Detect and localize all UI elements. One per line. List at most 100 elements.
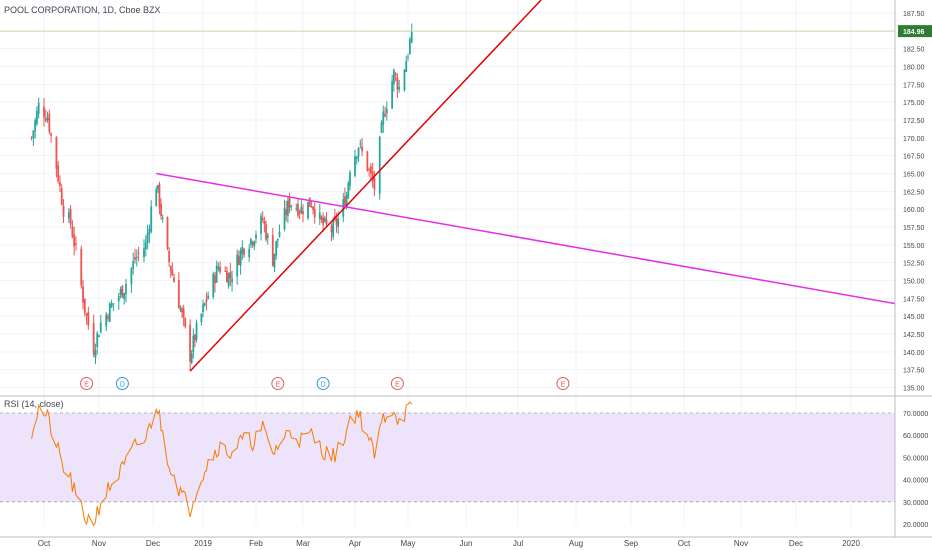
candle-body — [60, 188, 63, 205]
candle-body — [273, 253, 276, 268]
candle-body — [62, 205, 65, 217]
candle-body — [83, 298, 86, 314]
candle-body — [394, 73, 397, 76]
candle-body — [238, 256, 240, 265]
candle-body — [207, 295, 210, 299]
candle-body — [310, 206, 313, 208]
event-marker-label: E — [395, 382, 400, 389]
candle-body — [344, 196, 346, 208]
rsi-tick-label: 60.0000 — [903, 433, 928, 440]
rsi-tick-label: 40.0000 — [903, 478, 928, 485]
event-marker-label: D — [321, 382, 326, 389]
candle-body — [80, 248, 83, 286]
candle-body — [330, 226, 333, 233]
time-tick-label: 2020 — [842, 539, 860, 548]
candle-body — [37, 102, 40, 114]
dividend-marker[interactable] — [115, 377, 129, 390]
candle-body — [75, 243, 77, 245]
earnings-marker[interactable] — [390, 377, 404, 390]
candle-body — [261, 218, 264, 221]
price-tick-label: 142.50 — [903, 332, 925, 339]
candle-body — [161, 217, 164, 219]
candle-body — [92, 322, 95, 355]
candle-body — [241, 246, 244, 254]
candle-body — [134, 257, 136, 260]
candle-body — [148, 228, 151, 235]
time-tick-label: Aug — [569, 539, 583, 548]
candle-body — [403, 70, 406, 91]
candle-body — [94, 350, 97, 358]
candle-body — [121, 285, 124, 298]
candle-body — [34, 120, 37, 132]
dividend-marker[interactable] — [316, 377, 330, 390]
candle-body — [227, 273, 230, 286]
rsi-tick-label: 50.0000 — [903, 455, 928, 462]
candle-body — [410, 31, 413, 43]
candle-body — [50, 133, 52, 136]
candle-body — [325, 219, 328, 225]
price-tick-label: 155.00 — [903, 243, 925, 250]
candle-body — [371, 171, 374, 182]
price-tick-label: 187.50 — [903, 11, 925, 18]
event-marker-label: E — [275, 382, 280, 389]
candle-body — [307, 201, 309, 219]
candle-body — [366, 151, 369, 171]
candle-body — [398, 86, 401, 90]
candle-body — [137, 252, 140, 254]
earnings-marker[interactable] — [271, 377, 285, 390]
time-tick-label: Nov — [92, 539, 106, 548]
price-tick-label: 150.00 — [903, 279, 925, 286]
candle-body — [59, 182, 61, 187]
candle-body — [177, 280, 180, 309]
candle-body — [392, 69, 395, 85]
candle-body — [275, 240, 278, 256]
candle-body — [48, 113, 51, 133]
candle-body — [155, 189, 158, 207]
time-tick-label: Jul — [513, 539, 523, 548]
candle-body — [290, 205, 293, 207]
candle-body — [146, 232, 149, 243]
time-tick-label: Apr — [349, 539, 362, 548]
candle-body — [181, 308, 183, 313]
candle-body — [370, 166, 372, 174]
price-tick-label: 165.00 — [903, 172, 925, 179]
candle-body — [249, 239, 252, 246]
trendline-red[interactable] — [189, 0, 542, 372]
candle-body — [322, 217, 325, 225]
candle-body — [169, 266, 172, 271]
earnings-marker[interactable] — [80, 377, 94, 390]
price-tick-label: 162.50 — [903, 189, 925, 196]
candle-body — [125, 283, 127, 295]
candle-body — [361, 146, 363, 152]
time-tick-label: Oct — [38, 539, 51, 548]
candle-body — [243, 248, 245, 255]
candle-body — [57, 165, 60, 182]
candle-body — [229, 271, 232, 279]
candle-body — [266, 234, 269, 239]
candle-body — [98, 335, 100, 337]
time-tick-label: 2019 — [194, 539, 212, 548]
trendline-magenta[interactable] — [156, 172, 896, 305]
candle-body — [135, 256, 138, 259]
price-tick-label: 167.50 — [903, 154, 925, 161]
candle-body — [396, 77, 399, 90]
candle-body — [355, 156, 358, 160]
candle-body — [43, 106, 45, 118]
rsi-line — [31, 401, 413, 527]
candle-body — [217, 266, 220, 269]
candle-body — [119, 289, 122, 295]
rsi-tick-label: 70.0000 — [903, 411, 928, 418]
price-tick-label: 172.50 — [903, 118, 925, 125]
candle-body — [71, 226, 74, 237]
candle-body — [203, 303, 206, 306]
candle-body — [285, 209, 288, 215]
candle-body — [158, 183, 161, 208]
candle-body — [160, 203, 162, 217]
candle-body — [82, 286, 84, 303]
price-tick-label: 147.50 — [903, 296, 925, 303]
last-price-badge — [898, 25, 932, 38]
earnings-marker[interactable] — [556, 377, 570, 390]
candle-body — [342, 199, 345, 217]
